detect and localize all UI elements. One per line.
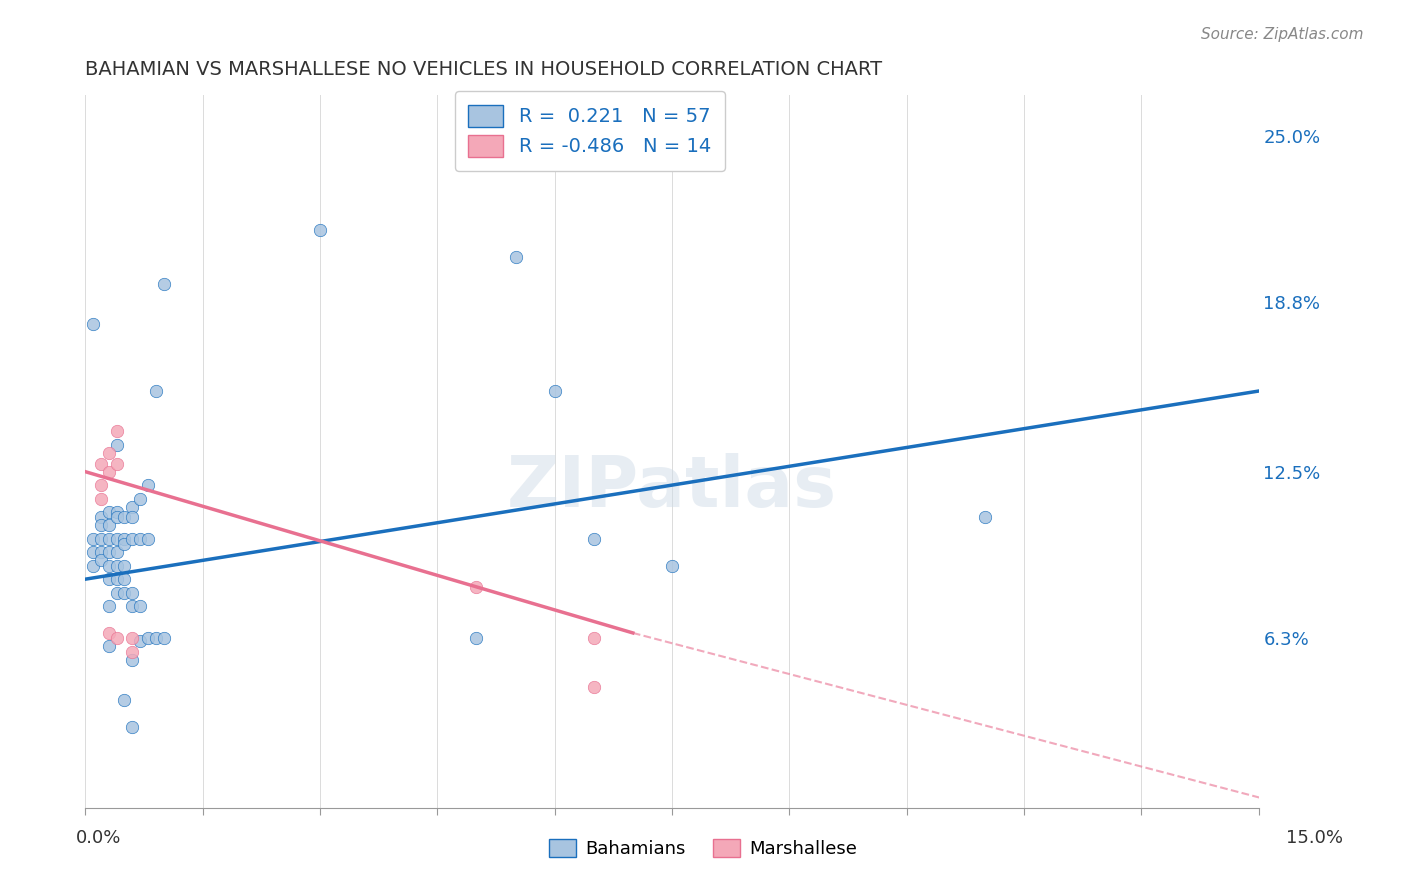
Point xyxy=(136,632,159,646)
Point xyxy=(82,317,104,331)
Point xyxy=(112,585,135,599)
Point xyxy=(129,599,152,613)
Point xyxy=(121,632,143,646)
Point xyxy=(121,500,143,514)
Point xyxy=(90,518,112,533)
Point xyxy=(105,505,128,519)
Point xyxy=(90,553,112,567)
Point xyxy=(90,478,112,492)
Point xyxy=(97,572,120,586)
Point xyxy=(121,599,143,613)
Point xyxy=(121,645,143,659)
Point xyxy=(465,580,488,594)
Legend: Bahamians, Marshallese: Bahamians, Marshallese xyxy=(541,831,865,865)
Point xyxy=(105,572,128,586)
Point xyxy=(112,510,135,524)
Text: BAHAMIAN VS MARSHALLESE NO VEHICLES IN HOUSEHOLD CORRELATION CHART: BAHAMIAN VS MARSHALLESE NO VEHICLES IN H… xyxy=(86,60,883,78)
Point xyxy=(582,632,605,646)
Point xyxy=(121,585,143,599)
Point xyxy=(90,545,112,559)
Point xyxy=(121,720,143,734)
Text: 15.0%: 15.0% xyxy=(1286,829,1343,847)
Point xyxy=(465,632,488,646)
Point xyxy=(97,518,120,533)
Point xyxy=(129,634,152,648)
Point xyxy=(136,478,159,492)
Point xyxy=(97,505,120,519)
Point xyxy=(309,223,332,237)
Point xyxy=(582,680,605,694)
Point xyxy=(152,632,174,646)
Point xyxy=(82,545,104,559)
Point xyxy=(82,558,104,573)
Point xyxy=(505,250,527,264)
Point xyxy=(105,558,128,573)
Point xyxy=(105,425,128,439)
Point xyxy=(105,585,128,599)
Point xyxy=(136,532,159,546)
Legend: R =  0.221   N = 57, R = -0.486   N = 14: R = 0.221 N = 57, R = -0.486 N = 14 xyxy=(454,91,725,171)
Point xyxy=(112,693,135,707)
Point xyxy=(582,532,605,546)
Point xyxy=(112,537,135,551)
Point xyxy=(90,457,112,471)
Point xyxy=(90,491,112,506)
Point xyxy=(82,532,104,546)
Point xyxy=(112,532,135,546)
Point xyxy=(97,558,120,573)
Point xyxy=(90,532,112,546)
Point xyxy=(105,545,128,559)
Point xyxy=(145,384,167,398)
Point xyxy=(97,626,120,640)
Point xyxy=(97,640,120,654)
Text: 0.0%: 0.0% xyxy=(76,829,121,847)
Point xyxy=(145,632,167,646)
Point xyxy=(105,510,128,524)
Point xyxy=(112,558,135,573)
Point xyxy=(543,384,565,398)
Point xyxy=(121,532,143,546)
Text: ZIPatlas: ZIPatlas xyxy=(508,452,837,522)
Point xyxy=(97,532,120,546)
Point xyxy=(90,510,112,524)
Point xyxy=(105,438,128,452)
Point xyxy=(973,510,995,524)
Point xyxy=(661,558,683,573)
Point xyxy=(129,491,152,506)
Text: Source: ZipAtlas.com: Source: ZipAtlas.com xyxy=(1201,27,1364,42)
Point xyxy=(121,510,143,524)
Point xyxy=(121,653,143,667)
Point xyxy=(112,572,135,586)
Point xyxy=(105,532,128,546)
Point xyxy=(97,465,120,479)
Point xyxy=(105,457,128,471)
Point xyxy=(97,446,120,460)
Point xyxy=(105,632,128,646)
Point xyxy=(152,277,174,291)
Point xyxy=(97,545,120,559)
Point xyxy=(97,599,120,613)
Point xyxy=(129,532,152,546)
